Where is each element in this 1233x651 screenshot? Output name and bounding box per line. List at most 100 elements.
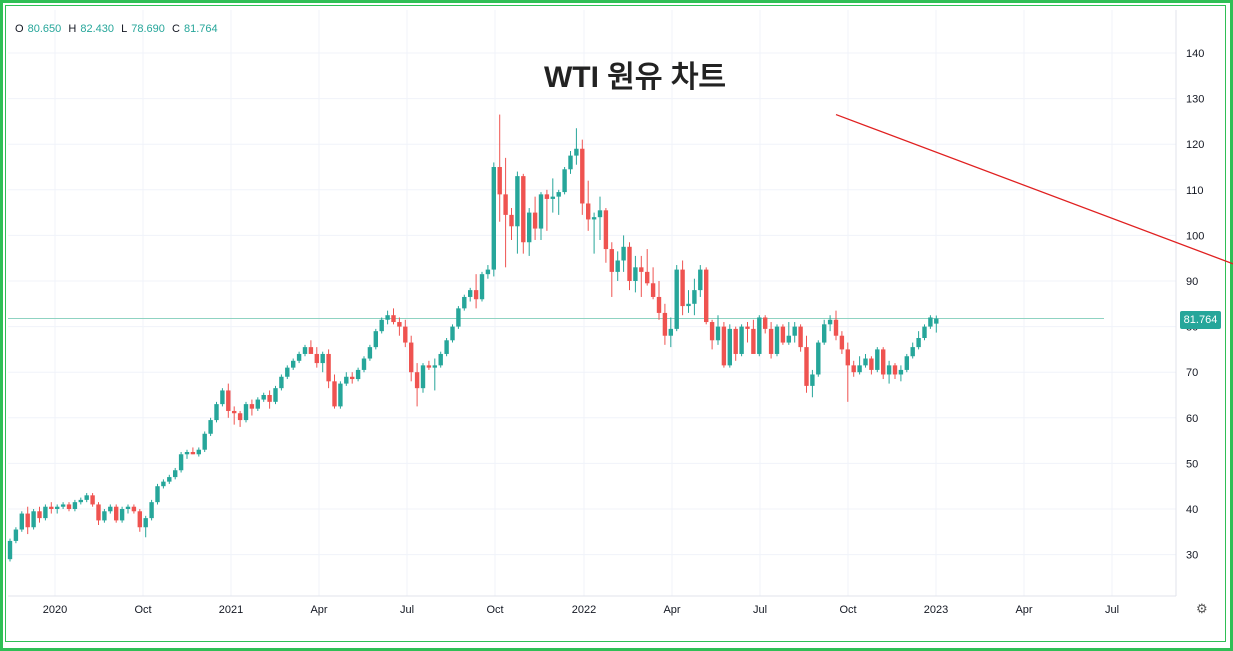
candle [173, 467, 178, 480]
candle [686, 290, 691, 313]
x-tick-label: Oct [486, 604, 503, 616]
candle [397, 317, 402, 336]
ohlc-close-value: 81.764 [184, 23, 218, 35]
candle [709, 319, 715, 350]
x-tick-label: 2023 [924, 604, 948, 616]
candle [473, 274, 479, 309]
candle [698, 265, 703, 297]
candle [650, 267, 656, 300]
y-tick-label: 120 [1186, 139, 1204, 151]
candle [916, 331, 921, 350]
candle [680, 260, 685, 316]
x-tick-label: Apr [663, 604, 680, 616]
ohlc-close-label: C [171, 23, 180, 35]
candle [37, 506, 42, 523]
candle [527, 208, 532, 256]
candle [96, 502, 101, 525]
candle [780, 324, 786, 345]
x-tick-label: 2022 [572, 604, 596, 616]
candle [90, 493, 95, 507]
candle [137, 509, 142, 532]
candle [851, 360, 856, 377]
candle [833, 310, 839, 341]
y-tick-label: 100 [1186, 230, 1204, 242]
candle [350, 372, 355, 384]
x-tick-label: Apr [1015, 604, 1032, 616]
candle [662, 303, 668, 345]
candle [444, 338, 449, 357]
y-tick-label: 70 [1186, 367, 1198, 379]
candle [161, 479, 166, 489]
x-tick-label: Jul [1105, 604, 1119, 616]
candle [609, 242, 614, 297]
candle [167, 474, 172, 484]
x-tick-label: Oct [134, 604, 151, 616]
candle [320, 351, 325, 373]
candle [72, 499, 78, 512]
candle [25, 506, 30, 535]
candle [326, 349, 331, 389]
candle [102, 509, 107, 523]
candle [332, 374, 337, 409]
y-tick-label: 130 [1186, 94, 1204, 106]
trendline [835, 113, 1233, 265]
candle [845, 342, 850, 402]
last-price-badge: 81.764 [1180, 311, 1221, 329]
candle [255, 397, 260, 411]
candle [355, 367, 361, 382]
candle [184, 449, 190, 459]
candle [84, 493, 89, 503]
candle [302, 344, 308, 357]
y-tick-label: 40 [1186, 504, 1198, 516]
candle [438, 351, 443, 368]
candle [291, 358, 296, 370]
candle [615, 251, 620, 281]
candle [503, 157, 508, 268]
candle [220, 388, 225, 407]
candle [420, 363, 426, 393]
candle [55, 504, 60, 514]
candle [804, 335, 809, 393]
candles [7, 114, 939, 562]
candle [633, 255, 638, 293]
candle [645, 249, 650, 286]
candle [479, 271, 485, 302]
x-tick-label: Jul [400, 604, 414, 616]
chart-title: WTI 원유 차트 [543, 61, 727, 94]
candle [603, 208, 609, 263]
gear-icon[interactable]: ⚙ [1196, 601, 1208, 616]
candle [261, 392, 266, 402]
candle [562, 167, 567, 195]
candle [202, 431, 207, 452]
candle [768, 322, 774, 359]
candle [597, 196, 603, 240]
candle [249, 399, 255, 416]
candle [621, 235, 626, 272]
time-axis: 2020 Oct 2021 Apr Jul Oct 2022 Apr Jul Oct 2023 Apr… [43, 604, 1119, 616]
candle [314, 347, 319, 368]
candle [586, 180, 591, 231]
candle [580, 139, 585, 215]
candle [515, 171, 520, 254]
candle [656, 281, 662, 320]
candle [190, 447, 196, 455]
candle [704, 267, 709, 325]
candle [7, 538, 13, 562]
ohlc-low-label: L [121, 23, 128, 35]
candle [792, 322, 797, 343]
candle [49, 502, 54, 514]
candle [745, 322, 750, 343]
candle [279, 374, 284, 391]
candle [456, 306, 461, 329]
candle [432, 358, 437, 391]
candle [574, 128, 579, 165]
trendline-group [835, 113, 1233, 265]
y-tick-label: 90 [1186, 276, 1198, 288]
candle [43, 504, 48, 521]
candle [226, 383, 231, 418]
inner-frame [5, 5, 1226, 642]
candle [385, 310, 390, 325]
candle [403, 319, 408, 348]
